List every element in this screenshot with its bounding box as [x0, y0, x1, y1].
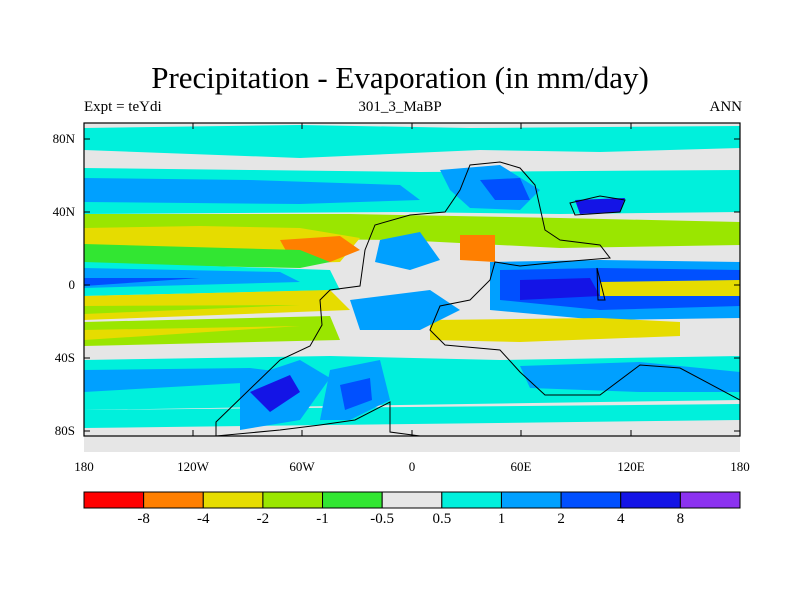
lon-label-180w: 180: [74, 459, 94, 474]
map-field: [84, 123, 740, 452]
lon-label-180e: 180: [730, 459, 750, 474]
colorbar-label: 2: [557, 511, 565, 527]
lon-label-0: 0: [408, 459, 416, 474]
time-label: 301_3_MaBP: [358, 99, 442, 115]
lat-label-40s: 40S: [54, 350, 75, 365]
colorbar-box: [262, 491, 324, 509]
lon-label-60w: 60W: [289, 459, 315, 474]
lat-label-80s: 80S: [54, 423, 75, 438]
coastlines: [215, 161, 741, 437]
colorbar-box: [679, 491, 741, 509]
colorbar-box: [83, 491, 145, 509]
lon-label-60e: 60E: [510, 459, 532, 474]
lon-label-120w: 120W: [177, 459, 209, 474]
experiment-label: Expt = teYdi: [84, 99, 162, 115]
colorbar-box: [202, 491, 264, 509]
colorbar-label: 8: [676, 511, 685, 527]
lat-label-40n: 40N: [52, 204, 75, 219]
colorbar-box: [500, 491, 562, 509]
colorbar-label: -2: [256, 511, 270, 527]
lat-label-80n: 80N: [52, 131, 75, 146]
colorbar: [83, 491, 741, 509]
colorbar-label: 4: [616, 511, 625, 527]
colorbar-label: -1: [316, 511, 329, 527]
colorbar-label: -4: [197, 511, 210, 527]
colorbar-label: 1: [497, 511, 506, 527]
colorbar-box: [560, 491, 622, 509]
colorbar-box: [620, 491, 681, 509]
colorbar-box: [143, 491, 204, 509]
season-label: ANN: [709, 99, 743, 115]
colorbar-label: -0.5: [370, 511, 395, 527]
axis-ticks: [84, 123, 740, 436]
colorbar-box: [381, 491, 443, 509]
plot-title: Precipitation - Evaporation (in mm/day): [151, 60, 649, 95]
colorbar-label: -8: [137, 511, 150, 527]
colorbar-box: [441, 491, 502, 509]
lat-label-0: 0: [68, 277, 76, 292]
lon-label-120e: 120E: [617, 459, 645, 474]
colorbar-box: [322, 491, 383, 509]
colorbar-label: 0.5: [432, 511, 452, 527]
